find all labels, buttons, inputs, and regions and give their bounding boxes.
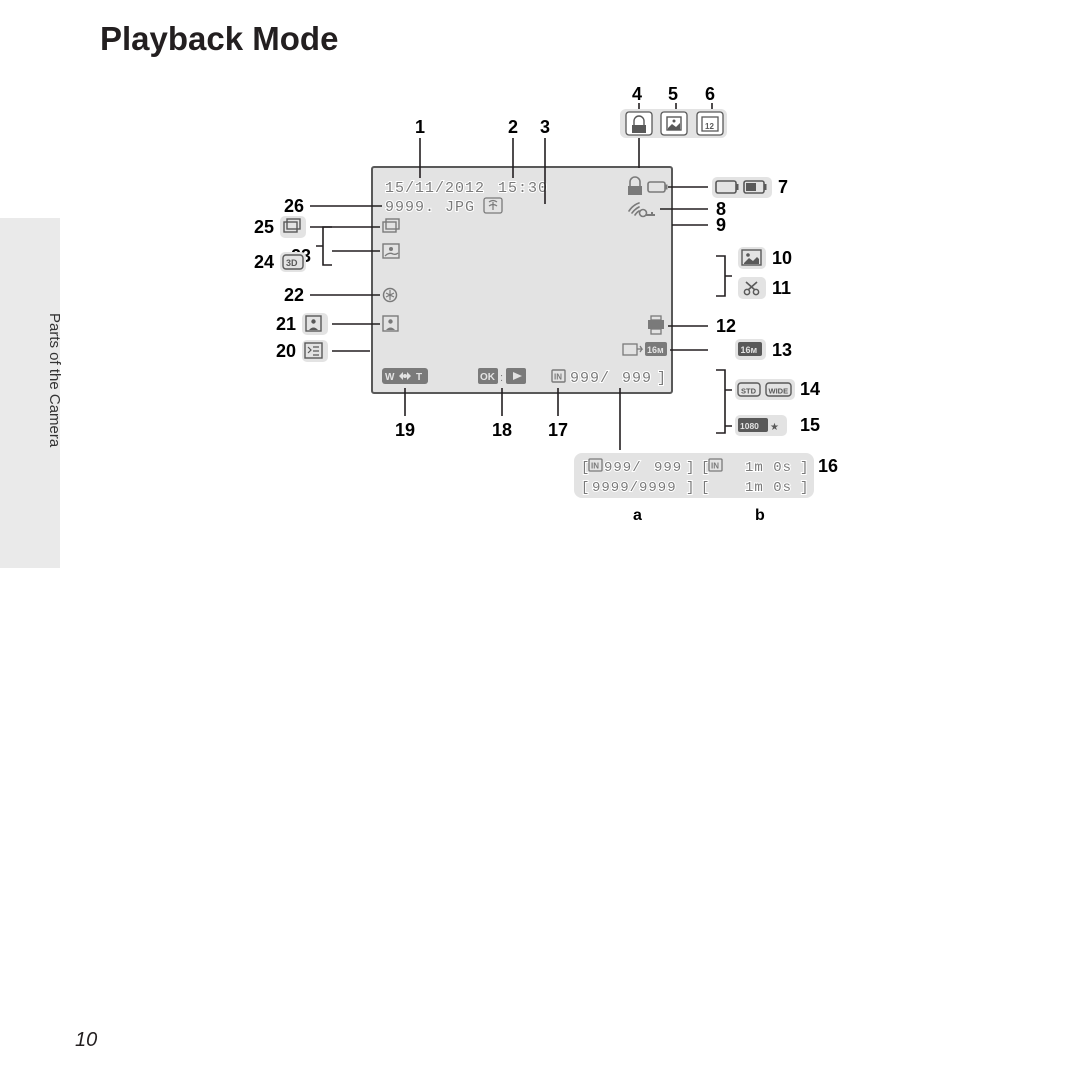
- callout-18: 18: [492, 420, 512, 440]
- callout-7: 7: [778, 177, 788, 197]
- svg-text:12: 12: [705, 122, 714, 131]
- callout-9: 9: [716, 215, 726, 235]
- callout-17: 17: [548, 420, 568, 440]
- movietime1: 1m 0s: [745, 460, 792, 476]
- svg-text::: :: [500, 372, 503, 384]
- page-number: 10: [75, 1029, 97, 1052]
- movietime2: 1m 0s: [745, 480, 792, 496]
- svg-text:16ᴍ: 16ᴍ: [741, 345, 758, 355]
- callout-19: 19: [395, 420, 415, 440]
- svg-text:[: [: [701, 480, 710, 496]
- playback-diagram: 15/11/2012 15:30 9999. JPG 1 2 3 4 5 6: [0, 0, 1080, 700]
- callout-12: 12: [716, 316, 736, 336]
- svg-text:IN: IN: [554, 373, 562, 382]
- svg-text:]: ]: [657, 370, 667, 387]
- time-text: 15:30: [498, 180, 548, 197]
- callout-2: 2: [508, 117, 518, 137]
- svg-text:STD: STD: [741, 387, 757, 396]
- svg-text:IN: IN: [591, 462, 599, 471]
- page: Playback Mode Parts of the Camera 10 15/…: [0, 0, 1080, 1080]
- protect-variant-icon: [626, 112, 652, 135]
- callout-1: 1: [415, 117, 425, 137]
- counter2-a: 999/: [604, 460, 642, 476]
- callout-13: 13: [772, 340, 792, 360]
- date-text: 15/11/2012: [385, 180, 485, 197]
- svg-text:16ᴍ: 16ᴍ: [647, 345, 664, 355]
- callout-15: 15: [800, 415, 820, 435]
- svg-text:3D: 3D: [286, 258, 298, 268]
- svg-text:]: ]: [800, 480, 809, 496]
- callout-20: 20: [276, 341, 296, 361]
- zoom-guide-icon: W T: [382, 368, 428, 384]
- callout-16: 16: [818, 456, 838, 476]
- svg-text:IN: IN: [711, 462, 719, 471]
- callout-22: 22: [284, 285, 304, 305]
- svg-text:[: [: [581, 480, 590, 496]
- svg-text:]: ]: [686, 480, 695, 496]
- callout-26: 26: [284, 196, 304, 216]
- counter1-b: 999: [622, 370, 652, 387]
- callout-6: 6: [705, 84, 715, 104]
- callout-24: 24: [254, 252, 274, 272]
- filename-text: 9999. JPG: [385, 199, 475, 216]
- callout-25: 25: [254, 217, 274, 237]
- svg-text:]: ]: [686, 460, 695, 476]
- callout-14: 14: [800, 379, 820, 399]
- counter2-b: 999: [654, 460, 682, 476]
- image-mode-icon: 16ᴍ: [645, 342, 667, 356]
- svg-text:T: T: [416, 372, 422, 383]
- callout-11: 11: [772, 278, 791, 298]
- svg-text:]: ]: [800, 460, 809, 476]
- callout-a: a: [633, 507, 642, 524]
- callout-b: b: [755, 507, 765, 524]
- callout-4: 4: [632, 84, 642, 104]
- svg-text:★: ★: [770, 422, 779, 433]
- svg-text:WIDE: WIDE: [769, 387, 789, 396]
- callout-3: 3: [540, 117, 550, 137]
- svg-text:W: W: [385, 372, 395, 383]
- svg-text:1080: 1080: [740, 421, 759, 431]
- svg-text:OK: OK: [480, 372, 496, 383]
- callout-5: 5: [668, 84, 678, 104]
- callout-10: 10: [772, 248, 792, 268]
- counter3: 9999/9999: [592, 480, 677, 496]
- date-variant-icon: 12: [697, 112, 723, 135]
- album-variant-icon: [661, 112, 687, 135]
- counter1-a: 999/: [570, 370, 610, 387]
- callout-21: 21: [276, 314, 296, 334]
